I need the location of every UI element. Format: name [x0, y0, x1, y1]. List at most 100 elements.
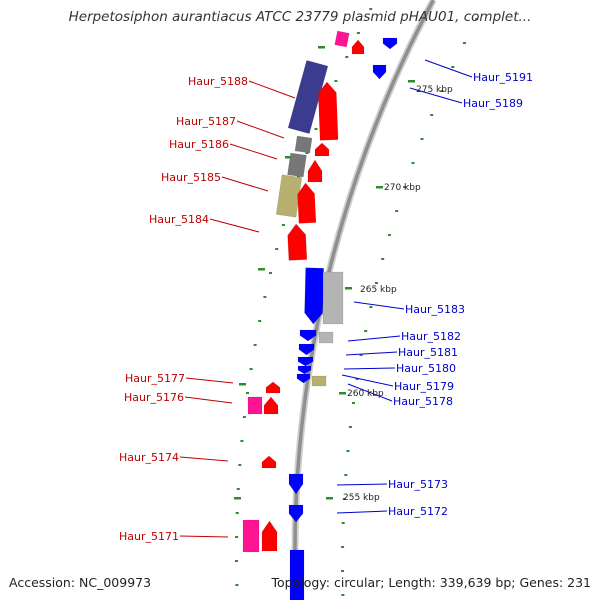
leader-line	[345, 351, 398, 356]
gene-label: Haur_5191	[473, 71, 533, 84]
leader-line	[336, 510, 388, 514]
tick-outer	[420, 138, 424, 140]
tick-inner	[235, 536, 239, 538]
tick-outer	[387, 234, 391, 236]
map-title: Herpetosiphon aurantiacus ATCC 23779 pla…	[68, 9, 532, 25]
tick-major	[408, 80, 415, 83]
gene-label: Haur_5178	[393, 395, 453, 408]
gene-label: Haur_5188	[188, 75, 248, 88]
tick-major	[345, 287, 352, 290]
gene-arrow	[288, 473, 304, 495]
leader-line	[343, 367, 396, 370]
gene-arrow	[265, 381, 281, 394]
gene-block	[322, 271, 344, 325]
tick-inner	[253, 344, 257, 346]
tick-outer	[341, 546, 345, 548]
gene-arrow	[307, 159, 323, 183]
tick-inner	[238, 464, 242, 466]
label-connector-lines	[179, 59, 473, 538]
tick-inner	[235, 560, 238, 562]
tick-outer	[395, 210, 399, 212]
gene-arrow	[297, 365, 312, 375]
tick-inner	[242, 416, 246, 418]
gene-arrow	[297, 182, 317, 224]
tick-outer	[348, 426, 352, 428]
gene-label: Haur_5171	[119, 530, 179, 543]
leader-line	[184, 396, 233, 404]
tick-major	[326, 497, 333, 500]
gene-arrow	[261, 520, 278, 552]
gene-arrow	[261, 455, 277, 469]
gene-arrow	[314, 142, 330, 157]
gene-arrow	[382, 37, 398, 50]
gene-block	[289, 549, 305, 600]
gene-label: Haur_5184	[149, 213, 209, 226]
gene-block	[334, 30, 350, 48]
leader-line	[347, 383, 393, 402]
accession-text: Accession: NC_009973	[9, 575, 152, 590]
leader-line	[236, 120, 285, 139]
tick-outer	[475, 18, 479, 20]
topology-summary: Topology: circular; Length: 339,639 bp; …	[271, 575, 592, 590]
tick-inner	[281, 224, 285, 226]
gene-block	[318, 331, 334, 344]
leader-line	[221, 176, 269, 192]
scale-label: 260 kbp	[347, 389, 384, 399]
gene-arrow	[351, 39, 365, 55]
gene-arrow	[287, 223, 308, 261]
leader-line	[409, 87, 463, 104]
gene-block	[311, 375, 327, 387]
gene-block	[247, 396, 263, 415]
tick-inner	[345, 56, 349, 58]
tick-outer	[411, 162, 415, 164]
gene-arrow	[263, 396, 279, 415]
tick-inner	[258, 320, 262, 322]
tick-major	[258, 268, 265, 271]
tick-outer	[346, 450, 350, 452]
gene-block	[294, 135, 313, 154]
tick-major	[339, 392, 346, 395]
gene-label: Haur_5173	[388, 478, 448, 491]
gene-label: Haur_5185	[161, 171, 221, 184]
gene-block	[287, 152, 307, 178]
tick-inner	[305, 152, 309, 154]
leader-line	[179, 535, 229, 538]
gene-label: Haur_5189	[463, 97, 523, 110]
gene-arrow	[299, 329, 317, 342]
tick-outer	[430, 114, 434, 116]
tick-inner	[275, 248, 279, 250]
gene-label: Haur_5187	[176, 115, 236, 128]
tick-inner	[356, 32, 360, 34]
tick-major	[239, 383, 246, 386]
tick-outer	[440, 90, 444, 92]
tick-outer	[344, 474, 348, 476]
tick-outer	[341, 522, 345, 524]
tick-inner	[246, 392, 249, 394]
tick-inner	[334, 80, 338, 82]
tick-major	[376, 186, 383, 189]
tick-inner	[235, 512, 239, 514]
tick-major	[318, 46, 325, 49]
tick-inner	[369, 8, 373, 10]
tick-inner	[263, 296, 267, 298]
tick-outer	[381, 258, 385, 260]
tick-outer	[369, 306, 373, 308]
gene-label: Haur_5176	[124, 391, 184, 404]
gene-label: Haur_5183	[405, 303, 465, 316]
gene-label: Haur_5182	[401, 330, 461, 343]
leader-line	[179, 456, 229, 462]
tick-outer	[342, 498, 346, 500]
gene-block	[242, 519, 260, 553]
gene-label: Haur_5186	[169, 138, 229, 151]
scale-ticks	[234, 8, 479, 596]
tick-inner	[240, 440, 244, 442]
scale-label: 275 kbp	[416, 85, 453, 95]
leader-line	[424, 59, 473, 78]
gene-arrow	[296, 373, 311, 384]
gene-arrow	[298, 343, 315, 356]
gene-label: Haur_5172	[388, 505, 448, 518]
gene-label: Haur_5177	[125, 372, 185, 385]
tick-outer	[451, 66, 455, 68]
tick-outer	[355, 378, 359, 380]
